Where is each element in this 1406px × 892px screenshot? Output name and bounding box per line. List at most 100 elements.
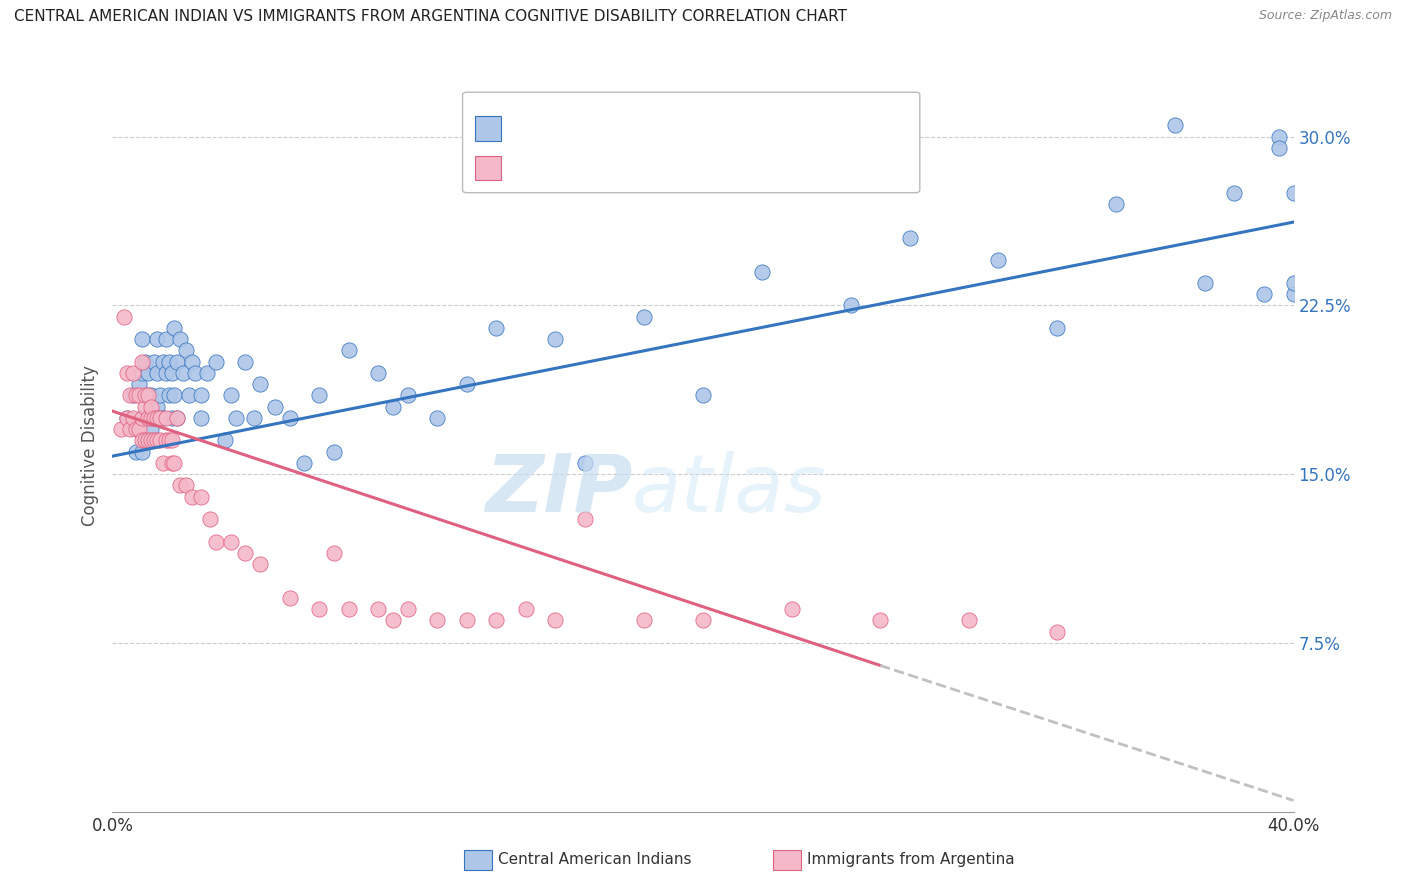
Point	[382, 400, 405, 414]
Point	[166, 410, 188, 425]
Point	[195, 366, 218, 380]
Point	[166, 410, 188, 425]
Point	[128, 377, 150, 392]
Point	[337, 602, 360, 616]
Point	[205, 534, 228, 549]
Text: R =: R =	[509, 161, 543, 176]
Text: N =: N =	[605, 161, 648, 176]
Point	[692, 614, 714, 628]
Point	[1223, 186, 1246, 200]
Point	[155, 332, 177, 346]
Point	[131, 354, 153, 368]
Text: -0.431: -0.431	[543, 159, 602, 177]
Point	[131, 444, 153, 458]
Point	[136, 410, 159, 425]
Point	[205, 354, 228, 368]
Point	[146, 434, 169, 448]
Point	[139, 410, 162, 425]
Point	[190, 388, 212, 402]
Point	[323, 444, 346, 458]
Point	[142, 354, 165, 368]
Point	[308, 388, 330, 402]
Point	[142, 434, 165, 448]
Point	[131, 434, 153, 448]
Point	[146, 410, 169, 425]
Y-axis label: Cognitive Disability: Cognitive Disability	[82, 366, 100, 526]
Point	[152, 410, 174, 425]
Point	[1164, 118, 1187, 132]
Text: N =: N =	[605, 120, 648, 136]
Point	[243, 410, 266, 425]
Point	[633, 614, 655, 628]
Point	[155, 366, 177, 380]
Point	[264, 400, 287, 414]
Point	[219, 534, 242, 549]
Text: Immigrants from Argentina: Immigrants from Argentina	[807, 853, 1015, 867]
Text: R =: R =	[509, 120, 543, 136]
Point	[117, 410, 138, 425]
Point	[139, 388, 162, 402]
Point	[160, 434, 183, 448]
Point	[117, 366, 138, 380]
Point	[134, 434, 156, 448]
Point	[122, 410, 145, 425]
Point	[125, 444, 148, 458]
Point	[146, 400, 169, 414]
Point	[396, 602, 419, 616]
Point	[139, 434, 162, 448]
Text: atlas: atlas	[633, 450, 827, 529]
Point	[136, 388, 159, 402]
Point	[574, 456, 596, 470]
Point	[149, 388, 172, 402]
Point	[292, 456, 315, 470]
Point	[574, 512, 596, 526]
Point	[131, 410, 153, 425]
Point	[163, 388, 186, 402]
Point	[278, 410, 301, 425]
Point	[169, 332, 191, 346]
Point	[308, 602, 330, 616]
Point	[233, 546, 256, 560]
Point	[869, 614, 891, 628]
Point	[1105, 197, 1128, 211]
Point	[1046, 624, 1069, 639]
Point	[214, 434, 236, 448]
Point	[122, 366, 145, 380]
Point	[163, 321, 186, 335]
Point	[139, 400, 162, 414]
Point	[898, 231, 921, 245]
Point	[157, 388, 180, 402]
Point	[142, 410, 165, 425]
Point	[174, 478, 197, 492]
Point	[157, 434, 180, 448]
Point	[110, 422, 132, 436]
Point	[112, 310, 135, 324]
Point	[120, 422, 142, 436]
Point	[1253, 287, 1275, 301]
Point	[1046, 321, 1069, 335]
Point	[131, 366, 153, 380]
Point	[198, 512, 221, 526]
Point	[456, 614, 478, 628]
Point	[1194, 276, 1216, 290]
Point	[152, 456, 174, 470]
Point	[163, 456, 186, 470]
Point	[146, 332, 169, 346]
Point	[184, 366, 207, 380]
Point	[160, 410, 183, 425]
Point	[426, 614, 449, 628]
Point	[134, 354, 156, 368]
Point	[233, 354, 256, 368]
Point	[136, 434, 159, 448]
Point	[128, 422, 150, 436]
Point	[249, 557, 271, 571]
Point	[751, 264, 773, 278]
Point	[692, 388, 714, 402]
Point	[122, 388, 145, 402]
Point	[181, 490, 204, 504]
Point	[149, 410, 172, 425]
Point	[987, 253, 1010, 268]
Point	[142, 410, 165, 425]
Point	[155, 410, 177, 425]
Point	[278, 591, 301, 605]
